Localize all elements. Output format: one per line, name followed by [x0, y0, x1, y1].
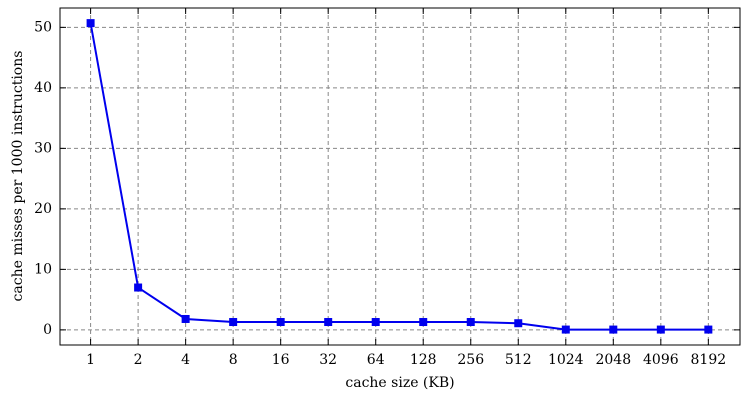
x-tick-label: 8192 [691, 352, 727, 368]
x-tick-label: 2048 [595, 352, 631, 368]
x-tick-label: 64 [367, 352, 385, 368]
data-point [514, 319, 523, 328]
data-point [656, 325, 665, 334]
data-point [134, 283, 143, 292]
data-point [466, 318, 475, 327]
plot-frame [59, 7, 741, 346]
y-tick-label: 30 [34, 140, 52, 156]
x-tick-label: 128 [410, 352, 437, 368]
data-point [609, 325, 618, 334]
data-point [229, 318, 238, 327]
x-tick-label: 256 [457, 352, 484, 368]
y-tick-label: 20 [34, 201, 52, 217]
data-line [89, 22, 709, 331]
data-point [371, 318, 380, 327]
y-tick-label: 40 [34, 80, 52, 96]
data-point [181, 314, 190, 323]
x-axis-label: cache size (KB) [345, 375, 454, 391]
data-point [704, 325, 713, 334]
x-tick-label: 512 [505, 352, 532, 368]
x-tick-label: 1024 [548, 352, 584, 368]
y-tick-label: 50 [34, 19, 52, 35]
x-tick-label: 8 [229, 352, 238, 368]
x-tick-label: 2 [134, 352, 143, 368]
x-tick-label: 32 [319, 352, 337, 368]
data-point [276, 318, 285, 327]
x-tick-label: 4096 [643, 352, 679, 368]
y-tick-label: 10 [34, 261, 52, 277]
x-tick-label: 4 [181, 352, 190, 368]
x-tick-label: 16 [272, 352, 290, 368]
y-axis-label: cache misses per 1000 instructions [10, 51, 26, 302]
data-point [86, 19, 95, 28]
x-tick-label: 1 [86, 352, 95, 368]
data-point [561, 325, 570, 334]
y-tick-label: 0 [43, 322, 52, 338]
data-point [419, 318, 428, 327]
data-point [324, 318, 333, 327]
